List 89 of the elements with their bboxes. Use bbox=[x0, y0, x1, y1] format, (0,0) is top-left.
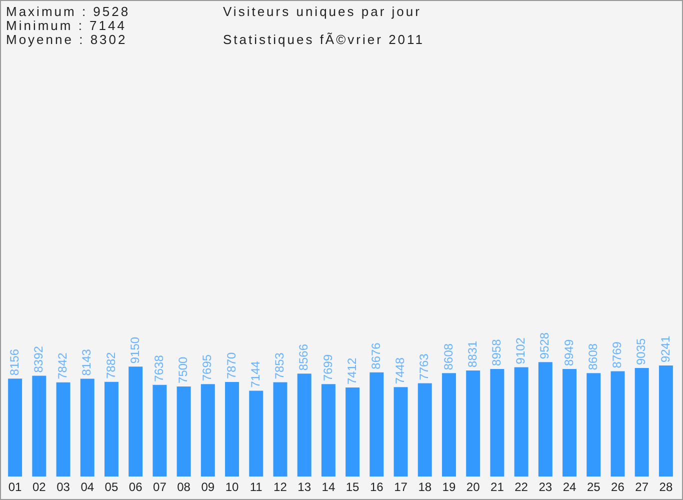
x-tick-label: 07 bbox=[153, 480, 167, 494]
data-label: 9102 bbox=[514, 337, 528, 364]
data-label: 8831 bbox=[465, 340, 480, 368]
x-tick-label: 01 bbox=[8, 480, 22, 494]
x-tick-label: 05 bbox=[104, 480, 118, 494]
data-label: 8676 bbox=[368, 342, 383, 370]
data-label: 8566 bbox=[296, 344, 311, 371]
data-label: 9528 bbox=[538, 332, 552, 360]
bar bbox=[370, 372, 384, 477]
data-label: 8949 bbox=[562, 339, 576, 366]
data-label: 7638 bbox=[152, 354, 166, 382]
bar bbox=[658, 366, 673, 477]
x-tick-label: 08 bbox=[177, 480, 191, 494]
x-tick-label: 09 bbox=[201, 480, 215, 494]
bar bbox=[249, 390, 264, 477]
bar bbox=[32, 376, 46, 477]
data-label: 7695 bbox=[200, 354, 214, 382]
bar bbox=[538, 362, 552, 477]
bar bbox=[346, 388, 360, 477]
data-label: 7699 bbox=[320, 354, 335, 382]
data-label: 8392 bbox=[31, 346, 46, 373]
x-tick-label: 27 bbox=[635, 480, 649, 494]
data-label: 7412 bbox=[344, 358, 359, 385]
text: Moyenne : 8302 bbox=[6, 32, 128, 47]
text: Maximum : 9528 bbox=[6, 4, 130, 19]
bar bbox=[514, 367, 528, 477]
bar bbox=[273, 382, 288, 477]
bar bbox=[104, 382, 118, 477]
data-label: 7882 bbox=[104, 352, 118, 379]
bar bbox=[152, 384, 167, 477]
bar bbox=[8, 378, 22, 477]
bar bbox=[200, 384, 215, 477]
chart-title: Visiteurs uniques par jour bbox=[223, 4, 422, 19]
data-label: 7763 bbox=[417, 353, 432, 380]
bar bbox=[56, 382, 70, 477]
data-label: 7500 bbox=[176, 356, 190, 384]
x-tick-label: 24 bbox=[562, 480, 577, 494]
x-tick-label: 03 bbox=[56, 480, 70, 494]
x-tick-label: 14 bbox=[322, 480, 336, 494]
data-label: 7853 bbox=[272, 352, 287, 380]
bar bbox=[394, 387, 408, 477]
x-tick-label: 13 bbox=[298, 480, 312, 494]
x-tick-label: 25 bbox=[586, 480, 601, 494]
x-tick-label: 04 bbox=[80, 480, 94, 494]
data-label: 8143 bbox=[80, 348, 94, 376]
bar bbox=[225, 382, 240, 477]
x-tick-label: 06 bbox=[128, 480, 143, 494]
bar bbox=[490, 368, 504, 477]
bar bbox=[610, 371, 625, 477]
x-tick-label: 15 bbox=[346, 480, 360, 494]
bar bbox=[466, 370, 480, 477]
x-tick-label: 12 bbox=[274, 480, 288, 494]
x-tick-label: 17 bbox=[394, 480, 408, 494]
x-tick-label: 19 bbox=[442, 480, 456, 494]
x-tick-label: 26 bbox=[611, 480, 625, 494]
bar bbox=[297, 374, 312, 477]
bar bbox=[80, 378, 94, 477]
data-label: 7870 bbox=[224, 352, 238, 380]
bar bbox=[586, 373, 601, 477]
bar bbox=[442, 373, 456, 477]
bar bbox=[418, 383, 432, 477]
data-label: 7144 bbox=[248, 360, 262, 388]
data-label: 7448 bbox=[393, 357, 408, 384]
x-tick-label: 10 bbox=[225, 480, 240, 494]
bar bbox=[321, 384, 336, 477]
chart-subtitle: Statistiques fÃ©vrier 2011 bbox=[223, 32, 425, 47]
bar bbox=[176, 386, 191, 477]
data-label: 8608 bbox=[441, 343, 456, 370]
x-tick-label: 22 bbox=[514, 480, 528, 494]
data-label: 8958 bbox=[490, 338, 504, 366]
x-tick-label: 28 bbox=[659, 480, 673, 494]
data-label: 7842 bbox=[56, 352, 70, 380]
x-tick-label: 23 bbox=[538, 480, 552, 494]
x-tick-label: 18 bbox=[418, 480, 432, 494]
bar bbox=[634, 368, 649, 477]
data-label: 8156 bbox=[7, 348, 22, 376]
data-label: 9241 bbox=[658, 336, 672, 363]
bar bbox=[128, 366, 143, 477]
data-label: 9035 bbox=[634, 338, 648, 366]
text: Minimum : 7144 bbox=[6, 18, 126, 33]
data-label: 8769 bbox=[610, 341, 624, 368]
x-tick-label: 02 bbox=[32, 480, 46, 494]
x-tick-label: 21 bbox=[490, 480, 504, 494]
x-tick-label: 16 bbox=[370, 480, 384, 494]
x-tick-label: 11 bbox=[250, 480, 263, 494]
data-label: 8608 bbox=[586, 343, 600, 370]
data-label: 9150 bbox=[128, 336, 142, 364]
x-tick-label: 20 bbox=[466, 480, 480, 494]
bar bbox=[562, 369, 577, 477]
